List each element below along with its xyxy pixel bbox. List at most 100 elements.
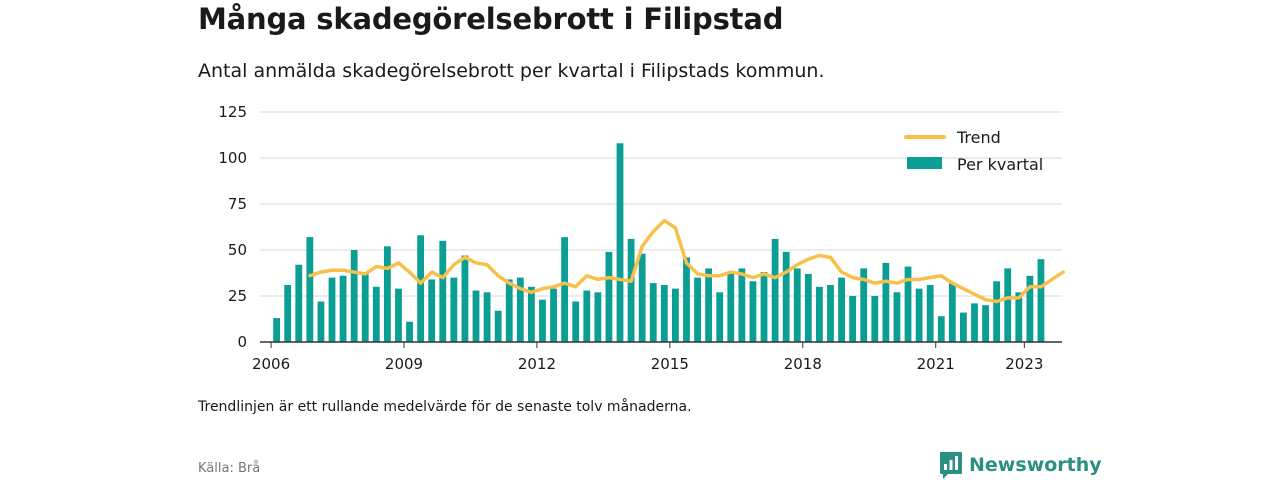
bar-2006Q4 <box>306 237 314 342</box>
bar-2007Q4 <box>350 250 358 342</box>
y-tick-label: 25 <box>228 287 247 305</box>
newsworthy-logo[interactable]: Newsworthy <box>939 451 1102 479</box>
chart-subtitle: Antal anmälda skadegörelsebrott per kvar… <box>198 60 825 82</box>
x-tick-label: 2012 <box>518 355 556 373</box>
bar-2008Q4 <box>395 288 402 342</box>
footnote: Trendlinjen är ett rullande medelvärde f… <box>198 399 692 415</box>
bar-2014Q1 <box>627 238 635 342</box>
bar-2019Q3 <box>871 296 879 342</box>
bar-2014Q3 <box>649 283 657 342</box>
bar-2020Q4 <box>926 284 934 342</box>
x-tick-label: 2023 <box>1005 355 1043 373</box>
bar-2022Q2 <box>993 281 1001 342</box>
y-tick-label: 75 <box>228 195 247 213</box>
bar-2015Q4 <box>705 268 713 342</box>
bar-2020Q2 <box>904 266 912 342</box>
bar-2018Q3 <box>827 284 834 342</box>
bar-2018Q4 <box>838 277 845 342</box>
bar-2014Q2 <box>638 253 646 342</box>
bar-2010Q3 <box>472 290 480 342</box>
bar-2019Q4 <box>882 262 890 342</box>
bar-2019Q2 <box>860 268 868 342</box>
bar-2015Q3 <box>694 277 701 342</box>
bar-2022Q4 <box>1015 292 1023 342</box>
bar-2013Q4 <box>616 143 624 342</box>
bar-2023Q1 <box>1026 275 1034 342</box>
bar-2008Q2 <box>372 286 380 342</box>
bar-2013Q2 <box>594 292 602 342</box>
bar-2009Q4 <box>439 240 447 342</box>
bar-2017Q4 <box>793 268 801 342</box>
trend-line <box>308 218 1065 304</box>
bar-2021Q1 <box>937 316 945 342</box>
x-tick-label: 2006 <box>252 355 290 373</box>
bar-2008Q3 <box>383 246 391 342</box>
newsworthy-logo-text: Newsworthy <box>969 454 1102 476</box>
bar-2013Q3 <box>605 251 613 342</box>
x-tick-label: 2009 <box>385 355 423 373</box>
bar-2009Q2 <box>417 235 425 342</box>
bar-2021Q3 <box>960 312 967 342</box>
bar-2007Q2 <box>328 277 336 342</box>
source-label: Källa: Brå <box>198 461 261 476</box>
legend-per-kvartal-label: Per kvartal <box>957 155 1043 174</box>
bar-2008Q1 <box>361 272 369 342</box>
bar-2013Q1 <box>583 290 591 342</box>
bar-2018Q1 <box>804 273 812 342</box>
bar-2014Q4 <box>660 284 668 342</box>
bar-2016Q3 <box>738 268 746 342</box>
bar-2011Q3 <box>516 277 524 342</box>
bar-2015Q2 <box>683 257 690 342</box>
bar-2009Q1 <box>406 321 413 342</box>
bars-per-kvartal <box>273 143 1045 342</box>
y-axis-ticks: 0 25 50 75 100 125 <box>218 103 247 351</box>
x-axis-ticks: 2006 2009 2012 2015 2018 2021 2023 <box>252 342 1043 373</box>
bar-2020Q3 <box>915 288 923 342</box>
bar-2017Q1 <box>760 272 768 342</box>
bar-2021Q4 <box>971 303 978 342</box>
bar-2007Q3 <box>339 275 347 342</box>
newsworthy-logo-icon <box>940 452 962 479</box>
bar-2016Q2 <box>727 272 735 342</box>
bar-2017Q2 <box>771 238 779 342</box>
bar-2016Q1 <box>716 292 724 342</box>
bar-2022Q1 <box>982 305 989 342</box>
bar-2010Q4 <box>483 292 491 342</box>
bar-2006Q2 <box>284 284 292 342</box>
bar-2021Q2 <box>948 283 956 342</box>
bar-2012Q4 <box>572 301 580 342</box>
x-tick-label: 2015 <box>651 355 689 373</box>
bar-2006Q1 <box>273 318 281 342</box>
bar-2007Q1 <box>317 301 325 342</box>
y-tick-label: 100 <box>218 149 247 167</box>
y-tick-label: 50 <box>228 241 247 259</box>
bar-2023Q2 <box>1037 259 1045 342</box>
bar-2020Q1 <box>893 292 901 342</box>
y-tick-label: 125 <box>218 103 247 121</box>
bar-2015Q1 <box>672 288 679 342</box>
bar-2017Q3 <box>782 251 790 342</box>
legend-per-kvartal-swatch <box>907 157 942 169</box>
bar-2018Q2 <box>816 286 823 342</box>
trend-line-group <box>308 218 1065 304</box>
bar-2012Q1 <box>539 299 546 342</box>
bar-2010Q2 <box>461 255 469 342</box>
x-tick-label: 2021 <box>917 355 955 373</box>
bar-2006Q3 <box>295 264 303 342</box>
legend-trend-label: Trend <box>956 128 1001 147</box>
legend: Trend Per kvartal <box>904 128 1043 174</box>
chart-title: Många skadegörelsebrott i Filipstad <box>198 2 784 36</box>
bar-2009Q3 <box>428 279 436 342</box>
bar-2012Q3 <box>561 237 569 342</box>
bar-2016Q4 <box>749 281 757 342</box>
bar-2019Q1 <box>849 296 857 342</box>
y-tick-label: 0 <box>237 333 247 351</box>
bar-2011Q4 <box>528 286 535 342</box>
bar-2022Q3 <box>1004 268 1012 342</box>
bar-2010Q1 <box>450 277 458 342</box>
bar-2012Q2 <box>550 288 557 342</box>
bar-2011Q2 <box>505 279 513 342</box>
bar-2011Q1 <box>494 310 502 342</box>
x-tick-label: 2018 <box>784 355 822 373</box>
